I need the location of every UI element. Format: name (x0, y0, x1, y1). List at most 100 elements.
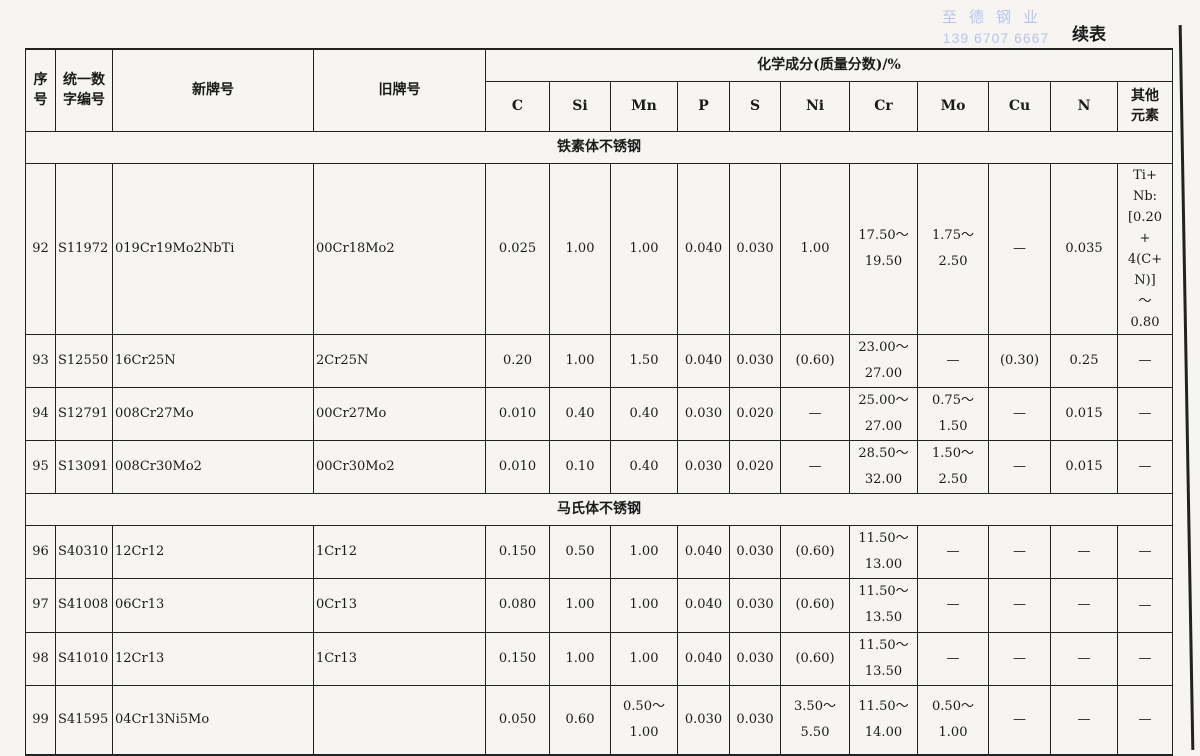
element-value-cell: 0.40 (610, 439, 678, 494)
element-value-cell: 1.00 (780, 162, 850, 335)
element-value-cell: 0.030 (729, 631, 781, 686)
element-value-cell: — (1117, 333, 1173, 388)
composition-table: 序 号 统一数 字编号 新牌号 旧牌号 化学成分(质量分数)/% C Si Mn P S… (25, 48, 1173, 756)
element-value-cell: — (1117, 524, 1173, 579)
element-value-cell: (0.30) (988, 333, 1051, 388)
header-element: Si (549, 80, 611, 132)
element-value-cell: 25.00～ 27.00 (849, 386, 918, 441)
element-value-cell: 1.00 (549, 631, 611, 686)
section-title: 铁素体不锈钢 (25, 130, 1173, 164)
element-value-cell: 0.020 (729, 439, 781, 494)
element-value-cell: 11.50～ 14.00 (849, 684, 918, 756)
seq-cell: 95 (25, 439, 56, 494)
header-unified-code: 统一数 字编号 (55, 48, 113, 132)
element-value-cell: — (1050, 524, 1118, 579)
header-old-grade: 旧牌号 (313, 48, 486, 132)
element-value-cell: — (1117, 684, 1173, 756)
element-value-cell: — (917, 577, 989, 633)
element-value-cell: 0.40 (610, 386, 678, 441)
element-value-cell: 0.40 (549, 386, 611, 441)
header-composition: 化学成分(质量分数)/% (485, 48, 1173, 82)
header-element: Cu (988, 80, 1051, 132)
element-value-cell: — (1050, 631, 1118, 686)
element-value-cell: 1.00 (610, 631, 678, 686)
element-value-cell: 0.25 (1050, 333, 1118, 388)
header-element: Mo (917, 80, 989, 132)
code-cell: S11972 (55, 162, 113, 335)
page-edge (1178, 25, 1195, 750)
new-grade-cell: 12Cr12 (112, 524, 314, 579)
element-value-cell: 0.60 (549, 684, 611, 756)
new-grade-cell: 008Cr30Mo2 (112, 439, 314, 494)
element-value-cell: 1.00 (549, 333, 611, 388)
element-value-cell: — (1050, 577, 1118, 633)
element-value-cell: 0.035 (1050, 162, 1118, 335)
element-value-cell: — (1050, 684, 1118, 756)
element-value-cell: — (1117, 386, 1173, 441)
element-value-cell: 11.50～ 13.50 (849, 631, 918, 686)
element-value-cell: 0.040 (677, 524, 730, 579)
element-value-cell: 0.040 (677, 577, 730, 633)
seq-cell: 97 (25, 577, 56, 633)
element-value-cell: — (988, 439, 1051, 494)
old-grade-cell: 2Cr25N (313, 333, 486, 388)
header-element: Mn (610, 80, 678, 132)
element-value-cell: 0.040 (677, 333, 730, 388)
code-cell: S40310 (55, 524, 113, 579)
element-value-cell: 11.50～ 13.00 (849, 524, 918, 579)
element-value-cell: (0.60) (780, 631, 850, 686)
new-grade-cell: 04Cr13Ni5Mo (112, 684, 314, 756)
element-value-cell: 17.50～ 19.50 (849, 162, 918, 335)
element-value-cell: 0.150 (485, 524, 550, 579)
element-value-cell: 11.50～ 13.50 (849, 577, 918, 633)
header-element: C (485, 80, 550, 132)
element-value-cell: 0.150 (485, 631, 550, 686)
old-grade-cell: 00Cr30Mo2 (313, 439, 486, 494)
code-cell: S41008 (55, 577, 113, 633)
element-value-cell: — (988, 577, 1051, 633)
element-value-cell: — (1117, 577, 1173, 633)
table-row: 94 S12791 008Cr27Mo 00Cr27Mo 0.010 0.40 0.40 0.… (25, 386, 1173, 441)
table-row: 95 S13091 008Cr30Mo2 00Cr30Mo2 0.010 0.10 0.40… (25, 439, 1173, 494)
element-value-cell: 1.00 (610, 162, 678, 335)
new-grade-cell: 16Cr25N (112, 333, 314, 388)
element-value-cell: 0.030 (677, 684, 730, 756)
element-value-cell: 1.00 (610, 577, 678, 633)
element-value-cell: (0.60) (780, 524, 850, 579)
element-value-cell: — (917, 524, 989, 579)
element-value-cell: 0.030 (729, 684, 781, 756)
code-cell: S41595 (55, 684, 113, 756)
table-row: 98 S41010 12Cr13 1Cr13 0.150 1.00 1.00 0.040 0.0… (25, 631, 1173, 686)
header-element: Cr (849, 80, 918, 132)
seq-cell: 92 (25, 162, 56, 335)
element-value-cell: 1.00 (610, 524, 678, 579)
element-value-cell: 0.030 (677, 386, 730, 441)
header-element: N (1050, 80, 1118, 132)
element-value-cell: 0.010 (485, 386, 550, 441)
element-value-cell: 1.75～ 2.50 (917, 162, 989, 335)
section-title: 马氏体不锈钢 (25, 492, 1173, 526)
element-value-cell: 0.025 (485, 162, 550, 335)
header-new-grade: 新牌号 (112, 48, 314, 132)
continued-label: 续表 (1072, 25, 1106, 45)
table-row: 99 S41595 04Cr13Ni5Mo 0.050 0.60 0.50～ 1.00 0.… (25, 684, 1173, 756)
watermark-company: 至德钢业 (942, 9, 1051, 26)
element-value-cell: — (917, 333, 989, 388)
element-value-cell: — (988, 524, 1051, 579)
element-value-cell: 0.030 (729, 524, 781, 579)
seq-cell: 96 (25, 524, 56, 579)
element-value-cell: 28.50～ 32.00 (849, 439, 918, 494)
element-value-cell: 0.020 (729, 386, 781, 441)
header-element: 其他 元素 (1117, 80, 1173, 132)
code-cell: S12550 (55, 333, 113, 388)
element-value-cell: 0.10 (549, 439, 611, 494)
element-value-cell: 0.030 (729, 162, 781, 335)
old-grade-cell (313, 684, 486, 756)
element-value-cell: — (1117, 439, 1173, 494)
seq-cell: 94 (25, 386, 56, 441)
table-row: 96 S40310 12Cr12 1Cr12 0.150 0.50 1.00 0.040 0.0… (25, 524, 1173, 579)
code-cell: S41010 (55, 631, 113, 686)
element-value-cell: 0.030 (729, 333, 781, 388)
element-value-cell: (0.60) (780, 333, 850, 388)
code-cell: S13091 (55, 439, 113, 494)
